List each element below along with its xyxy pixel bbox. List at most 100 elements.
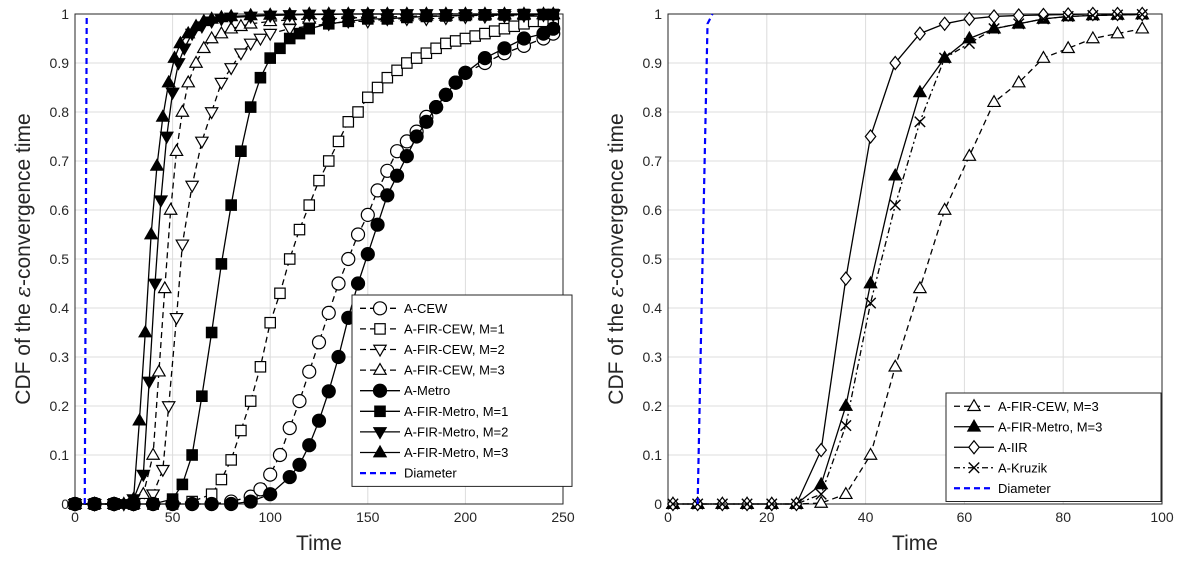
data-point: [331, 276, 346, 291]
data-point: [243, 7, 258, 21]
data-point: [282, 469, 297, 485]
data-point: [132, 412, 147, 426]
legend-label: A-CEW: [404, 301, 448, 316]
data-point: [331, 349, 346, 365]
data-point: [274, 42, 286, 55]
data-point: [888, 167, 903, 181]
data-point: [136, 469, 151, 483]
data-point: [449, 35, 462, 47]
y-tick-label: 0.4: [643, 300, 663, 316]
data-point: [458, 65, 473, 80]
data-point: [516, 31, 532, 46]
data-point: [497, 41, 512, 56]
data-point: [225, 454, 237, 466]
x-tick-label: 100: [259, 509, 283, 525]
data-point: [963, 37, 976, 50]
data-point: [151, 363, 167, 377]
data-point: [282, 6, 297, 20]
data-point: [962, 148, 977, 161]
legend-marker: [966, 419, 982, 432]
data-point: [292, 394, 307, 409]
data-point: [1012, 8, 1025, 23]
data-point: [864, 297, 877, 309]
y-axis-label-epsilon: ε: [604, 286, 628, 297]
data-point: [173, 35, 188, 49]
x-tick-label: 0: [71, 509, 79, 525]
data-point: [477, 6, 493, 19]
data-point: [244, 395, 257, 407]
data-point: [371, 81, 384, 94]
legend-marker: [372, 362, 388, 375]
data-point: [322, 155, 335, 167]
y-axis-label: CDF of the ε-convergence time: [11, 113, 35, 404]
data-point: [181, 74, 196, 88]
data-point: [293, 223, 306, 236]
data-point: [889, 199, 901, 211]
data-point: [169, 312, 184, 326]
series-4: [696, 13, 714, 505]
data-point: [254, 71, 267, 84]
x-tick-label: 100: [1150, 509, 1174, 525]
data-point: [458, 6, 473, 19]
y-tick-label: 0.9: [643, 55, 663, 71]
legend-marker: [966, 398, 982, 412]
legend-label: A-FIR-Metro, M=2: [404, 424, 508, 439]
data-point: [274, 287, 286, 300]
data-point: [141, 376, 157, 390]
legend-label: A-IIR: [998, 440, 1028, 455]
data-point: [204, 496, 219, 512]
y-tick-label: 0.7: [643, 153, 663, 169]
data-point: [360, 247, 375, 262]
data-point: [157, 280, 173, 294]
data-point: [986, 94, 1002, 108]
data-point: [546, 21, 561, 36]
data-point: [1037, 13, 1050, 25]
legend-label: A-FIR-Metro, M=3: [404, 445, 508, 460]
data-point: [342, 115, 355, 128]
legend: A-FIR-CEW, M=3 A-FIR-Metro, M=3 A-IIR A-Kru…: [945, 392, 1162, 502]
data-point: [1110, 25, 1125, 39]
data-point: [380, 6, 395, 19]
data-point: [254, 361, 267, 373]
data-point: [1087, 9, 1099, 22]
data-point: [321, 6, 336, 19]
y-tick-label: 0.5: [643, 251, 663, 267]
data-point: [389, 168, 405, 183]
data-point: [429, 99, 444, 115]
data-point: [380, 188, 395, 203]
data-point: [181, 25, 196, 39]
data-point: [1060, 40, 1076, 54]
data-point: [282, 420, 297, 436]
data-point: [126, 491, 141, 504]
legend-marker: [372, 301, 388, 316]
data-point: [430, 42, 442, 55]
data-point: [215, 473, 228, 486]
data-point: [147, 278, 163, 292]
data-point: [912, 280, 928, 294]
data-point: [815, 442, 828, 458]
y-tick-label: 1: [654, 6, 662, 22]
data-point: [469, 30, 481, 42]
data-point: [155, 109, 171, 122]
data-point: [839, 271, 852, 287]
legend-marker: [372, 344, 388, 358]
data-point: [223, 8, 239, 22]
x-tick-label: 40: [858, 509, 874, 525]
data-point: [419, 114, 434, 129]
data-point: [264, 52, 276, 64]
data-point: [399, 149, 414, 164]
legend: A-CEW A-FIR-CEW, M=1 A-FIR-CEW, M=2 A-FIR-C…: [351, 294, 573, 487]
data-point: [235, 424, 247, 437]
data-point: [863, 275, 878, 289]
data-point: [302, 364, 317, 379]
data-point: [106, 496, 122, 509]
data-point: [381, 71, 394, 84]
data-point: [166, 493, 179, 505]
data-point: [840, 419, 852, 432]
data-point: [143, 226, 159, 240]
right-chart-panel: 0 20 40 60 80 100 0 0.1 0.2 0.3 0.4 0.5 0.6 0.7 0.8 0.9…: [604, 6, 1174, 555]
data-point: [938, 16, 951, 32]
data-point: [410, 52, 423, 64]
data-point: [145, 489, 161, 502]
data-point: [914, 116, 926, 128]
